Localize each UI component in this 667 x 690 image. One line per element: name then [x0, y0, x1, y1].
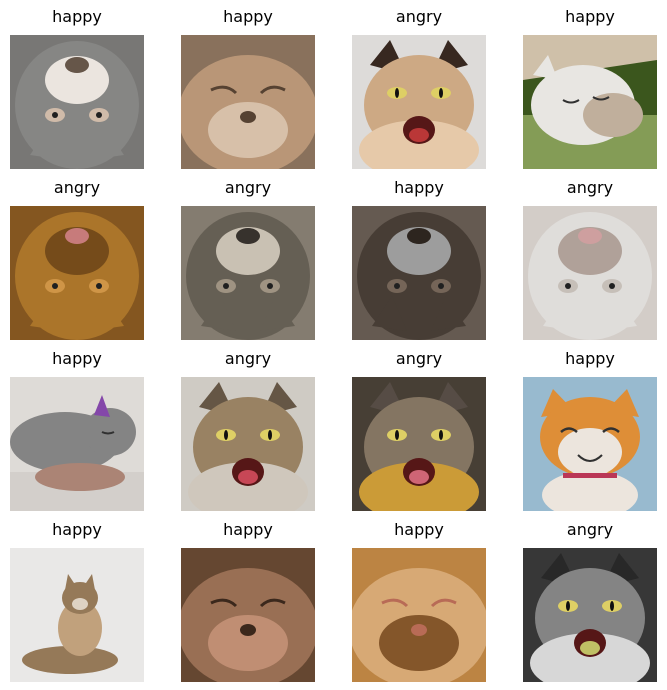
- cat-photo: [523, 548, 657, 682]
- cat-photo-art: [523, 35, 657, 169]
- image-label: happy: [52, 349, 102, 368]
- cat-photo-art: [10, 377, 144, 511]
- cat-photo: [181, 206, 315, 340]
- image-label: angry: [566, 520, 614, 539]
- cat-photo-art: [352, 206, 486, 340]
- cat-photo-art: [523, 377, 657, 511]
- cat-photo: [10, 548, 144, 682]
- image-label: angry: [566, 178, 614, 197]
- cat-photo: [523, 35, 657, 169]
- image-label: happy: [223, 520, 273, 539]
- cat-photo-art: [181, 377, 315, 511]
- cat-photo-art: [10, 35, 144, 169]
- cat-photo: [523, 377, 657, 511]
- cat-photo-art: [352, 35, 486, 169]
- image-label: angry: [224, 349, 272, 368]
- image-label: angry: [395, 349, 443, 368]
- cat-photo: [10, 206, 144, 340]
- image-label: happy: [223, 7, 273, 26]
- image-label: happy: [394, 178, 444, 197]
- cat-photo: [352, 548, 486, 682]
- image-label: happy: [52, 7, 102, 26]
- cat-photo-art: [352, 377, 486, 511]
- cat-photo: [352, 35, 486, 169]
- cat-photo-art: [10, 548, 144, 682]
- cat-photo: [352, 206, 486, 340]
- image-label: angry: [224, 178, 272, 197]
- cat-photo: [523, 206, 657, 340]
- image-label: happy: [565, 7, 615, 26]
- cat-photo-art: [523, 548, 657, 682]
- cat-photo: [181, 377, 315, 511]
- image-label: happy: [52, 520, 102, 539]
- cat-photo-art: [10, 206, 144, 340]
- cat-photo-art: [523, 206, 657, 340]
- cat-photo-art: [181, 548, 315, 682]
- cat-photo-art: [352, 548, 486, 682]
- cat-photo: [181, 35, 315, 169]
- cat-photo: [352, 377, 486, 511]
- image-label: angry: [53, 178, 101, 197]
- cat-photo: [10, 35, 144, 169]
- cat-photo-art: [181, 35, 315, 169]
- image-label: angry: [395, 7, 443, 26]
- cat-photo: [181, 548, 315, 682]
- image-label: happy: [394, 520, 444, 539]
- cat-photo-art: [181, 206, 315, 340]
- image-label: happy: [565, 349, 615, 368]
- cat-photo: [10, 377, 144, 511]
